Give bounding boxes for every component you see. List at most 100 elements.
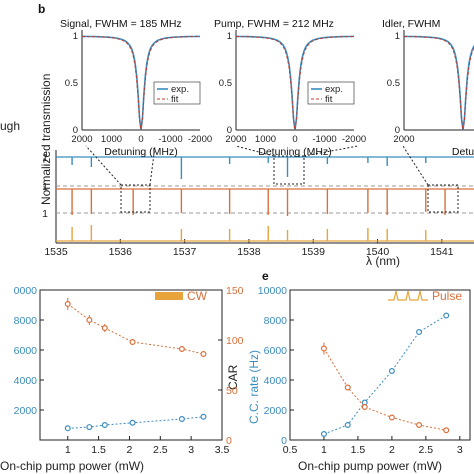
inset-y-tick-label: 1 <box>395 31 400 42</box>
e-y-tick-label: 10000 <box>258 285 287 297</box>
cc-rate-ylabel: C.C. rate (Hz) <box>247 350 261 424</box>
b-y-tick-label: 1 <box>42 181 48 193</box>
d-right-tick-label: 0 <box>226 435 232 447</box>
inset-x-tick-label: 1000 <box>255 134 276 145</box>
d-frame <box>39 289 223 441</box>
inset-legend-exp: exp. <box>325 84 343 95</box>
d-x-tick-label: 2.5 <box>153 444 168 456</box>
left-fragment-label: ugh <box>0 119 20 133</box>
e-x-tick-label: 3 <box>457 444 463 456</box>
b-zoom-connector <box>303 145 359 157</box>
e-data-point <box>320 345 327 352</box>
e-data-point <box>361 404 368 411</box>
inset-title: Idler, FWHM <box>382 18 440 30</box>
panel-e-label: e <box>262 269 269 283</box>
inset-fit-curve <box>81 35 201 131</box>
d-data-point <box>101 422 108 429</box>
d-data-point <box>129 419 136 426</box>
e-legend-pulse-icon <box>388 290 428 301</box>
inset-x-tick-label: 0 <box>292 134 297 145</box>
d-data-point <box>64 301 71 308</box>
inset-x-tick-label: -2000 <box>342 134 366 145</box>
d-x-tick-label: 3.5 <box>215 444 230 456</box>
inset-y-tick-label: 0 <box>227 125 232 136</box>
wavelength-xlabel: λ (nm) <box>366 254 400 268</box>
inset-y-tick-label: 0.5 <box>219 78 232 89</box>
inset-exp-curve <box>404 35 474 131</box>
b-x-tick-label: 1539 <box>302 246 326 258</box>
d-left-tick-label: 6000 <box>14 345 38 357</box>
b-x-tick-label: 1538 <box>237 246 261 258</box>
d-data-point <box>64 425 71 432</box>
inset-legend-fit: fit <box>325 94 333 105</box>
inset-x-tick-label: 2000 <box>71 134 92 145</box>
e-x-tick-label: 1.5 <box>351 444 366 456</box>
panel-d-xlabel: On-chip pump power (mW) <box>0 459 144 473</box>
d-right-tick-label: 50 <box>226 385 238 397</box>
e-y-tick-label: 6000 <box>264 345 288 357</box>
inset-x-tick-label: 1000 <box>101 134 122 145</box>
e-data-point <box>416 422 423 429</box>
d-right-tick-label: 150 <box>226 285 244 297</box>
e-data-point <box>344 422 351 429</box>
b-zoom-connector <box>402 145 429 186</box>
e-series-line <box>323 315 447 435</box>
e-legend-label: Pulse <box>432 289 462 303</box>
d-left-tick-label: 4000 <box>14 375 38 387</box>
e-x-tick-label: 1 <box>321 444 327 456</box>
e-data-point <box>320 431 327 438</box>
b-x-tick-label: 1540 <box>366 246 390 258</box>
e-data-point <box>388 414 395 421</box>
inset-x-tick-label: -1000 <box>312 134 336 145</box>
inset-legend-box <box>307 81 355 105</box>
inset-y-tick-label: 1 <box>227 31 232 42</box>
inset-x-tick-label: 2000 <box>225 134 246 145</box>
d-x-tick-label: 3 <box>188 444 194 456</box>
transmission-ylabel: Normalized transmission <box>39 74 53 205</box>
d-data-point <box>86 317 93 324</box>
e-data-point <box>416 329 423 336</box>
inset-y-tick-label: 0.5 <box>65 78 78 89</box>
car-ylabel: CAR <box>226 364 240 390</box>
d-series-line <box>67 303 204 355</box>
d-data-point <box>101 325 108 332</box>
d-data-point <box>200 413 207 420</box>
d-legend-label: CW <box>187 289 208 303</box>
panel-e-xlabel: On-chip pump power (mW) <box>298 459 442 473</box>
d-legend-swatch <box>155 292 183 300</box>
inset-xlabel: Detu <box>452 146 474 158</box>
b-y-tick-label: 1 <box>42 152 48 164</box>
e-x-tick-label: 2 <box>389 444 395 456</box>
inset-x-tick-label: 2000 <box>393 134 414 145</box>
e-data-point <box>443 312 450 319</box>
inset-title: Signal, FWHM = 185 MHz <box>60 18 182 30</box>
b-y-tick-label: 1 <box>42 208 48 220</box>
d-data-point <box>178 346 185 353</box>
inset-y-tick-label: 0 <box>73 125 78 136</box>
panel-b: b ugh Normalized transmission λ (nm) 153… <box>0 2 474 268</box>
inset-y-tick-label: 0 <box>395 125 400 136</box>
e-y-tick-label: 8000 <box>264 315 288 327</box>
d-data-point <box>86 424 93 431</box>
inset-x-tick-label: -2000 <box>188 134 212 145</box>
d-data-point <box>178 416 185 423</box>
inset-y-tick-label: 0.5 <box>387 78 400 89</box>
e-y-tick-label: 2000 <box>264 405 288 417</box>
d-left-tick-label: 0000 <box>14 285 38 297</box>
b-x-tick-label: 1537 <box>173 246 197 258</box>
b-x-tick-label: 1541 <box>430 246 454 258</box>
e-data-point <box>388 368 395 375</box>
inset-title: Pump, FWHM = 212 MHz <box>214 18 334 30</box>
panel-e: e C.C. rate (Hz) On-chip pump power (mW)… <box>247 269 471 473</box>
inset-x-tick-label: 0 <box>138 134 143 145</box>
b-x-tick-label: 1535 <box>44 246 68 258</box>
d-left-tick-label: 8000 <box>14 315 38 327</box>
e-data-point <box>443 427 450 434</box>
inset-legend-box <box>153 81 201 105</box>
e-data-point <box>344 384 351 391</box>
b-zoom-connector <box>85 145 122 186</box>
inset-legend-exp: exp. <box>171 84 189 95</box>
